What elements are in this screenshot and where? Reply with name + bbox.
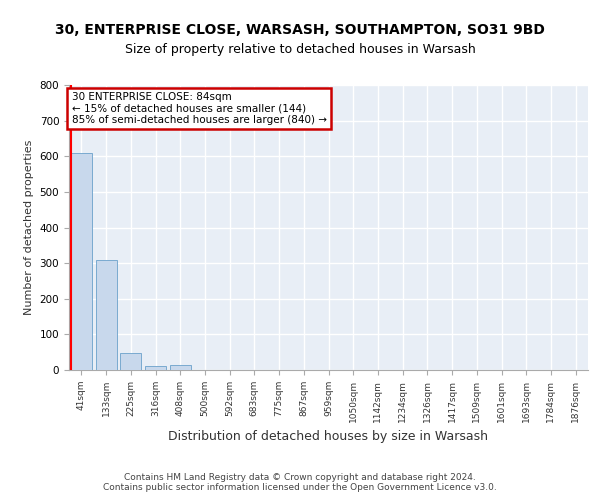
- X-axis label: Distribution of detached houses by size in Warsash: Distribution of detached houses by size …: [169, 430, 488, 443]
- Bar: [120, 353, 141, 370]
- Text: 30 ENTERPRISE CLOSE: 84sqm
← 15% of detached houses are smaller (144)
85% of sem: 30 ENTERPRISE CLOSE: 84sqm ← 15% of deta…: [71, 92, 326, 126]
- Y-axis label: Number of detached properties: Number of detached properties: [24, 140, 34, 315]
- Bar: [170, 366, 191, 370]
- Bar: [145, 366, 166, 370]
- Bar: [95, 260, 116, 370]
- Text: Contains HM Land Registry data © Crown copyright and database right 2024.
Contai: Contains HM Land Registry data © Crown c…: [103, 473, 497, 492]
- Text: Size of property relative to detached houses in Warsash: Size of property relative to detached ho…: [125, 42, 475, 56]
- Text: 30, ENTERPRISE CLOSE, WARSASH, SOUTHAMPTON, SO31 9BD: 30, ENTERPRISE CLOSE, WARSASH, SOUTHAMPT…: [55, 22, 545, 36]
- Bar: [71, 152, 92, 370]
